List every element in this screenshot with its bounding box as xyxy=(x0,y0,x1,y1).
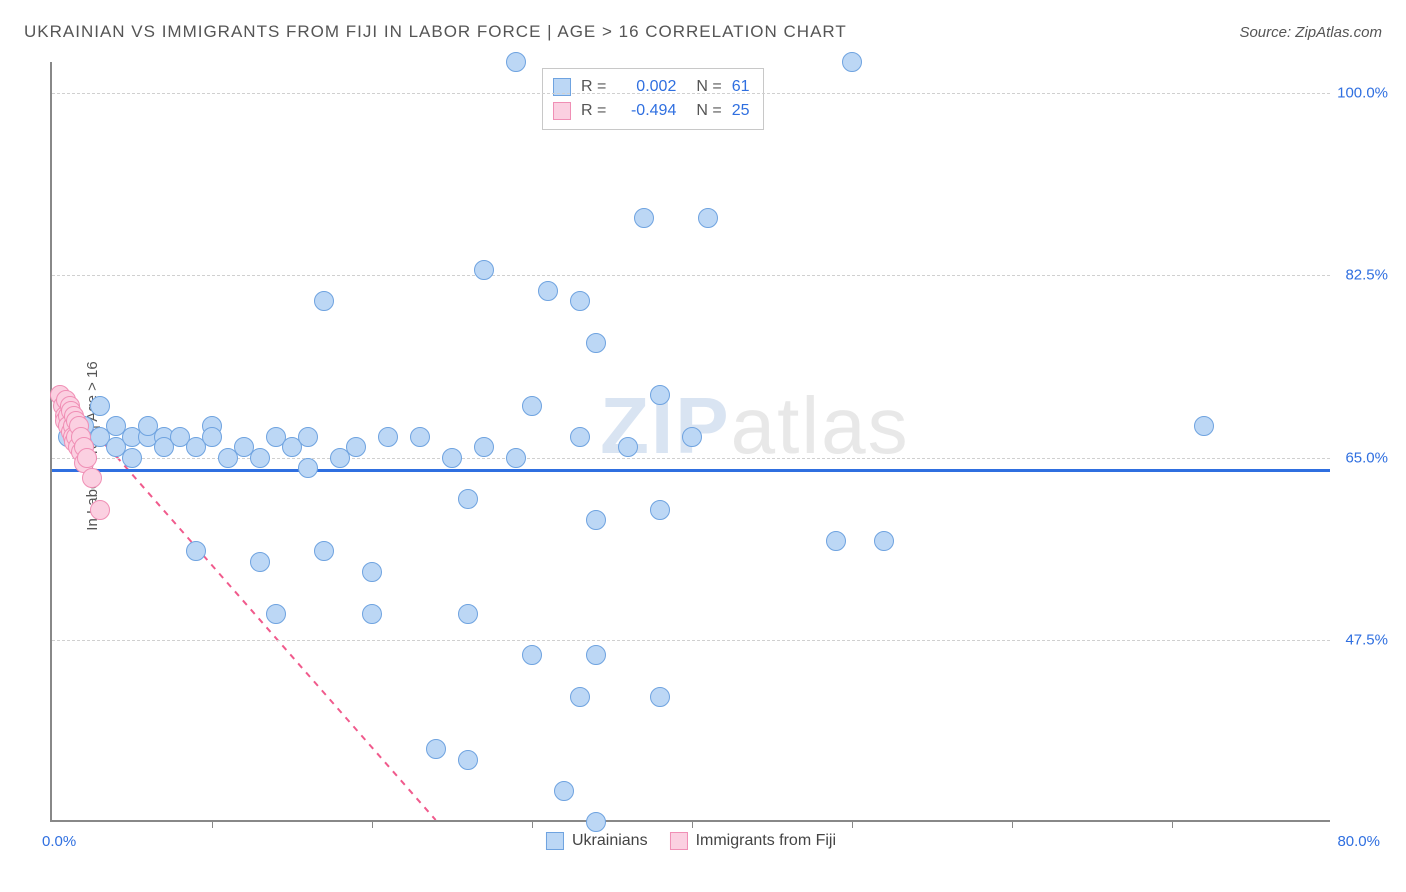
data-point-ukrainians xyxy=(186,541,206,561)
r-value-fiji: -0.494 xyxy=(616,99,676,123)
legend-item-fiji: Immigrants from Fiji xyxy=(670,832,836,850)
data-point-ukrainians xyxy=(570,291,590,311)
data-point-ukrainians xyxy=(650,500,670,520)
data-point-ukrainians xyxy=(842,52,862,72)
data-point-ukrainians xyxy=(874,531,894,551)
data-point-ukrainians xyxy=(682,427,702,447)
data-point-ukrainians xyxy=(826,531,846,551)
data-point-ukrainians xyxy=(314,541,334,561)
data-point-ukrainians xyxy=(442,448,462,468)
x-tick xyxy=(852,820,853,828)
legend-label-fiji: Immigrants from Fiji xyxy=(696,832,836,850)
data-point-ukrainians xyxy=(474,260,494,280)
r-value-ukrainians: 0.002 xyxy=(616,75,676,99)
data-point-ukrainians xyxy=(250,448,270,468)
trend-line-ukrainians xyxy=(52,469,1330,472)
data-point-ukrainians xyxy=(362,562,382,582)
data-point-ukrainians xyxy=(474,437,494,457)
data-point-ukrainians xyxy=(90,396,110,416)
y-tick-label: 65.0% xyxy=(1345,449,1388,466)
correlation-stats-box: R = 0.002 N = 61 R = -0.494 N = 25 xyxy=(542,68,764,130)
data-point-ukrainians xyxy=(522,396,542,416)
data-point-ukrainians xyxy=(122,448,142,468)
chart-title: UKRAINIAN VS IMMIGRANTS FROM FIJI IN LAB… xyxy=(24,22,847,42)
legend-swatch-fiji xyxy=(670,832,688,850)
data-point-ukrainians xyxy=(458,604,478,624)
data-point-fiji xyxy=(77,448,97,468)
r-label: R = xyxy=(581,99,606,123)
data-point-ukrainians xyxy=(522,645,542,665)
x-axis-max-label: 80.0% xyxy=(1337,833,1380,850)
y-tick-label: 100.0% xyxy=(1337,85,1388,102)
n-value-fiji: 25 xyxy=(732,99,750,123)
gridline xyxy=(52,640,1330,641)
x-tick xyxy=(692,820,693,828)
legend-item-ukrainians: Ukrainians xyxy=(546,832,648,850)
data-point-ukrainians xyxy=(586,645,606,665)
n-value-ukrainians: 61 xyxy=(732,75,750,99)
data-point-fiji xyxy=(90,500,110,520)
legend-swatch-ukrainians xyxy=(546,832,564,850)
data-point-ukrainians xyxy=(586,510,606,530)
data-point-ukrainians xyxy=(506,52,526,72)
x-axis-min-label: 0.0% xyxy=(42,833,76,850)
gridline xyxy=(52,93,1330,94)
data-point-ukrainians xyxy=(554,781,574,801)
data-point-ukrainians xyxy=(298,458,318,478)
data-point-ukrainians xyxy=(458,489,478,509)
x-tick xyxy=(212,820,213,828)
stats-row-fiji: R = -0.494 N = 25 xyxy=(553,99,749,123)
data-point-ukrainians xyxy=(346,437,366,457)
data-point-ukrainians xyxy=(634,208,654,228)
data-point-ukrainians xyxy=(202,427,222,447)
gridline xyxy=(52,458,1330,459)
data-point-ukrainians xyxy=(378,427,398,447)
r-label: R = xyxy=(581,75,606,99)
data-point-ukrainians xyxy=(458,750,478,770)
data-point-ukrainians xyxy=(298,427,318,447)
x-tick xyxy=(1172,820,1173,828)
data-point-ukrainians xyxy=(698,208,718,228)
y-tick-label: 47.5% xyxy=(1345,631,1388,648)
data-point-ukrainians xyxy=(426,739,446,759)
swatch-fiji xyxy=(553,102,571,120)
data-point-ukrainians xyxy=(586,333,606,353)
n-label: N = xyxy=(696,75,721,99)
data-point-ukrainians xyxy=(538,281,558,301)
data-point-ukrainians xyxy=(570,687,590,707)
legend: Ukrainians Immigrants from Fiji xyxy=(546,832,836,850)
scatter-plot-area: ZIPatlas R = 0.002 N = 61 R = -0.494 N =… xyxy=(50,62,1330,822)
data-point-ukrainians xyxy=(650,687,670,707)
legend-label-ukrainians: Ukrainians xyxy=(572,832,648,850)
data-point-ukrainians xyxy=(266,604,286,624)
data-point-ukrainians xyxy=(586,812,606,832)
title-bar: UKRAINIAN VS IMMIGRANTS FROM FIJI IN LAB… xyxy=(24,18,1382,46)
gridline xyxy=(52,275,1330,276)
source-attribution: Source: ZipAtlas.com xyxy=(1239,24,1382,41)
data-point-ukrainians xyxy=(362,604,382,624)
data-point-ukrainians xyxy=(650,385,670,405)
stats-row-ukrainians: R = 0.002 N = 61 xyxy=(553,75,749,99)
data-point-ukrainians xyxy=(618,437,638,457)
x-tick xyxy=(1012,820,1013,828)
x-tick xyxy=(532,820,533,828)
data-point-ukrainians xyxy=(506,448,526,468)
data-point-ukrainians xyxy=(410,427,430,447)
data-point-ukrainians xyxy=(250,552,270,572)
y-tick-label: 82.5% xyxy=(1345,267,1388,284)
data-point-ukrainians xyxy=(314,291,334,311)
data-point-fiji xyxy=(82,468,102,488)
watermark-atlas: atlas xyxy=(731,381,910,470)
x-tick xyxy=(372,820,373,828)
data-point-ukrainians xyxy=(570,427,590,447)
data-point-ukrainians xyxy=(1194,416,1214,436)
n-label: N = xyxy=(696,99,721,123)
